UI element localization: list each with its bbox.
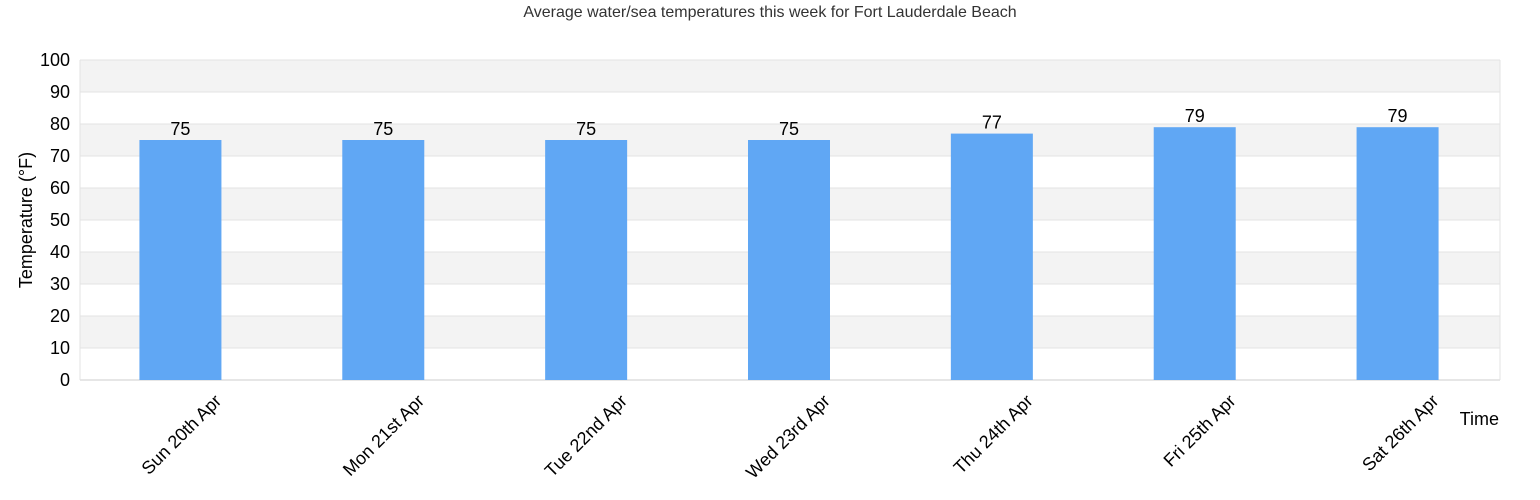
bar (1153, 127, 1236, 380)
y-axis-ticks: 0 10 20 30 40 50 60 70 80 90 100 (40, 50, 70, 390)
bar (139, 140, 222, 380)
y-tick-label: 60 (50, 178, 70, 198)
data-label: 75 (170, 119, 190, 139)
data-labels: 75 75 75 75 77 79 79 (170, 106, 1407, 139)
x-tick-label: Wed 23rd Apr (742, 391, 834, 483)
data-label: 75 (779, 119, 799, 139)
bar (1356, 127, 1439, 380)
x-tick-label: Tue 22nd Apr (541, 391, 631, 481)
data-label: 77 (982, 113, 1002, 133)
data-label: 79 (1388, 106, 1408, 126)
y-tick-label: 0 (60, 370, 70, 390)
bar (950, 133, 1033, 380)
y-tick-label: 100 (40, 50, 70, 70)
plot-band (80, 92, 1500, 124)
plot-band (80, 60, 1500, 92)
chart-title: Average water/sea temperatures this week… (523, 4, 1016, 21)
x-tick-label: Mon 21st Apr (339, 391, 428, 480)
y-tick-label: 50 (50, 210, 70, 230)
bars (139, 127, 1439, 380)
y-tick-label: 30 (50, 274, 70, 294)
y-axis-label: Temperature (°F) (16, 152, 36, 288)
y-tick-label: 10 (50, 338, 70, 358)
bar (342, 140, 425, 380)
data-label: 75 (576, 119, 596, 139)
data-label: 75 (373, 119, 393, 139)
y-tick-label: 90 (50, 82, 70, 102)
y-tick-label: 40 (50, 242, 70, 262)
x-tick-label: Sat 26th Apr (1358, 391, 1442, 475)
x-axis-label: Time (1460, 409, 1499, 429)
x-tick-label: Sun 20th Apr (138, 391, 226, 479)
data-label: 79 (1185, 106, 1205, 126)
bar (748, 140, 830, 380)
bar (545, 140, 628, 380)
y-tick-label: 80 (50, 114, 70, 134)
x-axis-ticks: Sun 20th Apr Mon 21st Apr Tue 22nd Apr Wed … (138, 391, 1443, 483)
y-tick-label: 70 (50, 146, 70, 166)
y-tick-label: 20 (50, 306, 70, 326)
x-tick-label: Fri 25th Apr (1160, 391, 1240, 471)
x-tick-label: Thu 24th Apr (950, 391, 1037, 478)
